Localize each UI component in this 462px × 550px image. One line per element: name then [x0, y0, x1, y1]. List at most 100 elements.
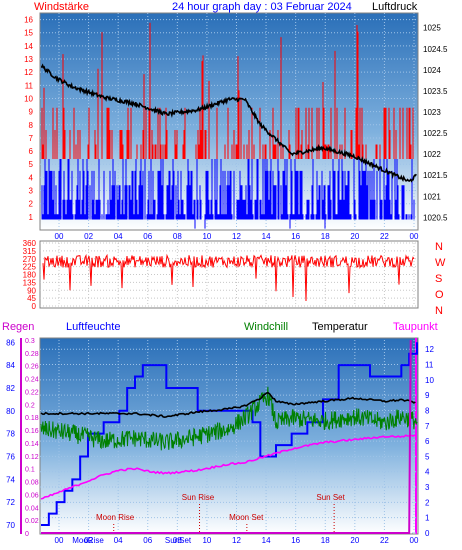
- temperature-line: [40, 391, 416, 419]
- windchill-line: [40, 386, 418, 451]
- temperature-y-tick: 5: [425, 452, 430, 461]
- legend-rain: Regen: [2, 321, 34, 333]
- pressure-y-ticks: 1020.5 1021 1021.5 1022 1022.5 1023 1023.5 1024…: [423, 24, 448, 223]
- pressure-y-tick: 1025: [423, 24, 441, 33]
- wind-x-ticks: 00 02 04 06 08 10 12 14 16 18 20 22 00: [55, 232, 419, 241]
- pressure-title: Luftdruck: [372, 1, 418, 13]
- wind-y-tick: 2: [29, 200, 34, 209]
- climate-x-tick: 22: [380, 536, 389, 545]
- humidity-y-ticks: 70 72 74 76 78 80 82 84 86: [6, 338, 15, 530]
- wind-x-tick: 12: [232, 232, 241, 241]
- pressure-y-tick: 1023.5: [423, 87, 448, 96]
- climate-x-tick: 16: [291, 536, 300, 545]
- wind-y-tick: 13: [24, 55, 33, 64]
- wind-y-tick: 12: [24, 68, 33, 77]
- wind-x-tick: 06: [143, 232, 152, 241]
- legend-windchill: Windchill: [244, 321, 288, 333]
- pressure-y-tick: 1020.5: [423, 213, 448, 222]
- rain-y-tick: 0.24: [25, 377, 39, 384]
- rain-y-tick: 0.14: [25, 441, 39, 448]
- wind-series: [41, 22, 414, 159]
- wind-x-tick: 10: [202, 232, 211, 241]
- temperature-y-tick: 3: [425, 483, 430, 492]
- humidity-y-tick: 84: [6, 361, 15, 370]
- direction-line: [42, 253, 415, 302]
- temperature-y-tick: 0: [425, 529, 430, 538]
- humidity-y-tick: 78: [6, 430, 15, 439]
- rain-y-tick: 0.3: [25, 338, 35, 345]
- humidity-y-tick: 80: [6, 407, 15, 416]
- direction-y-tick: 315: [23, 247, 37, 256]
- wind-title: Windstärke: [34, 1, 89, 13]
- compass-label: O: [435, 289, 444, 301]
- humidity-y-tick: 76: [6, 452, 15, 461]
- rain-y-tick: 0.22: [25, 389, 39, 396]
- climate-x-tick: 12: [232, 536, 241, 545]
- rain-line: [41, 339, 412, 534]
- climate-x-tick: 00: [410, 536, 419, 545]
- temperature-y-tick: 8: [425, 406, 430, 415]
- direction-y-tick: 225: [23, 263, 37, 272]
- humidity-y-tick: 74: [6, 475, 15, 484]
- climate-x-tick: 14: [262, 536, 271, 545]
- wind-y-tick: 16: [24, 16, 33, 25]
- humidity-line: [41, 342, 418, 527]
- event-label: Moon Set: [229, 513, 264, 522]
- wind-y-tick: 5: [29, 160, 34, 169]
- pressure-y-tick: 1024: [423, 66, 441, 75]
- gust-series: [41, 158, 415, 229]
- compass-label: W: [435, 257, 446, 269]
- humidity-y-tick: 70: [6, 521, 15, 530]
- climate-x-tick: 04: [114, 536, 123, 545]
- rain-y-tick: 0.12: [25, 454, 39, 461]
- wind-x-tick: 00: [410, 232, 419, 241]
- climate-series: [40, 339, 418, 534]
- rain-y-tick: 0.28: [25, 351, 39, 358]
- temperature-y-tick: 7: [425, 422, 430, 431]
- temperature-y-tick: 9: [425, 391, 430, 400]
- pressure-y-tick: 1024.5: [423, 45, 448, 54]
- pressure-series: [41, 63, 417, 183]
- rain-y-tick: 0: [25, 531, 29, 538]
- climate-x-tick: 18: [321, 536, 330, 545]
- event-label: Moon Rise: [96, 513, 135, 522]
- pressure-y-tick: 1021.5: [423, 171, 448, 180]
- wind-x-tick: 16: [291, 232, 300, 241]
- sunset-x-label: SunSet: [165, 536, 192, 545]
- rain-y-ticks: 0 0.02 0.04 0.06 0.08 0.1 0.12 0.14 0.16 0.18 0.2 0…: [25, 338, 39, 538]
- rain-y-tick: 0.16: [25, 428, 39, 435]
- rain-y-tick: 0.02: [25, 518, 39, 525]
- temperature-y-tick: 6: [425, 437, 430, 446]
- wind-x-tick: 20: [350, 232, 359, 241]
- wind-y-tick: 3: [29, 187, 34, 196]
- wind-y-tick: 15: [24, 29, 33, 38]
- pressure-line: [41, 63, 417, 183]
- pressure-y-tick: 1023: [423, 108, 441, 117]
- legend-dewpoint: Taupunkt: [393, 321, 438, 333]
- legend-temperature: Temperatur: [312, 321, 368, 333]
- direction-y-tick: 135: [23, 278, 37, 287]
- wind-y-tick: 9: [29, 108, 34, 117]
- pressure-y-tick: 1022.5: [423, 129, 448, 138]
- temperature-y-tick: 1: [425, 514, 430, 523]
- rain-y-tick: 0.08: [25, 480, 39, 487]
- astro-events: Sun Rise Moon Rise Moon Set Sun Set: [96, 493, 346, 533]
- humidity-y-tick: 86: [6, 338, 15, 347]
- rain-y-tick: 0.06: [25, 492, 39, 499]
- temperature-y-tick: 11: [425, 361, 434, 370]
- humidity-y-tick: 72: [6, 498, 15, 507]
- compass-label: N: [435, 305, 443, 317]
- wind-x-tick: 14: [262, 232, 271, 241]
- legend-humidity: Luftfeuchte: [66, 321, 120, 333]
- event-label: Sun Rise: [182, 493, 215, 502]
- rain-y-tick: 0.26: [25, 364, 39, 371]
- direction-y-tick: 45: [27, 294, 36, 303]
- rain-y-tick: 0.2: [25, 402, 35, 409]
- compass-label: S: [435, 273, 442, 285]
- wind-x-tick: 18: [321, 232, 330, 241]
- rain-y-tick: 0.04: [25, 505, 39, 512]
